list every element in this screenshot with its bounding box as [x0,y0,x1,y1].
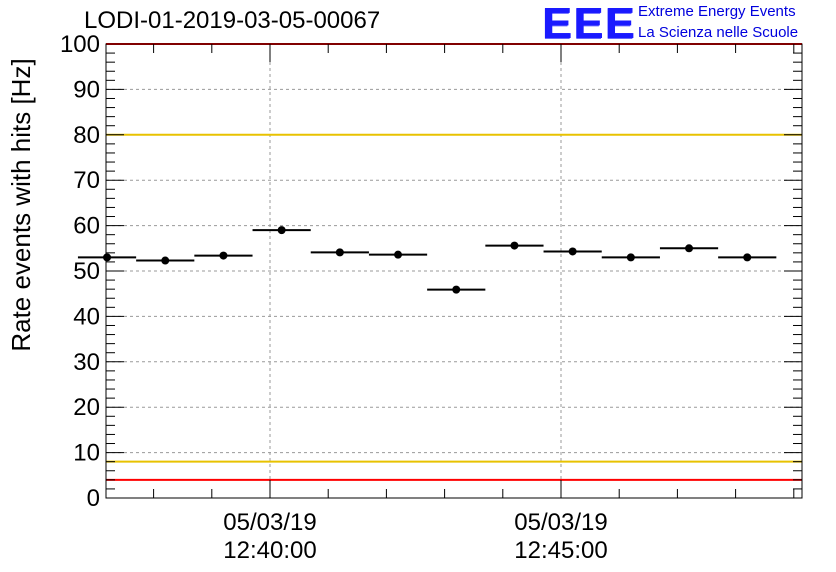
x-tick-label-date: 05/03/19 [223,509,316,536]
data-point [452,285,461,294]
logo-line-2: La Scienza nelle Scuole [638,24,799,41]
data-point [626,253,635,262]
data-point [743,253,752,262]
data-point [161,256,170,265]
y-tick-label: 100 [60,31,100,58]
data-point [277,226,286,235]
y-tick-label: 70 [73,167,100,194]
logo-line-1: Extreme Energy Events [638,3,796,20]
data-point [103,253,112,262]
y-tick-label: 80 [73,122,100,149]
y-axis-label: Rate events with hits [Hz] [6,58,36,351]
data-point [568,247,577,256]
data-point [685,244,694,253]
eee-logo: EEE [542,0,637,48]
y-tick-label: 0 [87,485,100,512]
x-tick-label-time: 12:40:00 [223,537,316,564]
data-point [510,241,519,250]
y-tick-label: 10 [73,440,100,467]
y-tick-label: 90 [73,76,100,103]
x-tick-label-date: 05/03/19 [514,509,607,536]
y-tick-label: 60 [73,213,100,240]
x-tick-label-time: 12:45:00 [514,537,607,564]
y-tick-label: 40 [73,303,100,330]
y-tick-label: 20 [73,394,100,421]
data-point [219,251,228,260]
data-point [394,250,403,259]
y-tick-label: 50 [73,258,100,285]
y-tick-label: 30 [73,349,100,376]
chart-title: LODI-01-2019-03-05-00067 [84,7,381,34]
data-point [335,248,344,257]
